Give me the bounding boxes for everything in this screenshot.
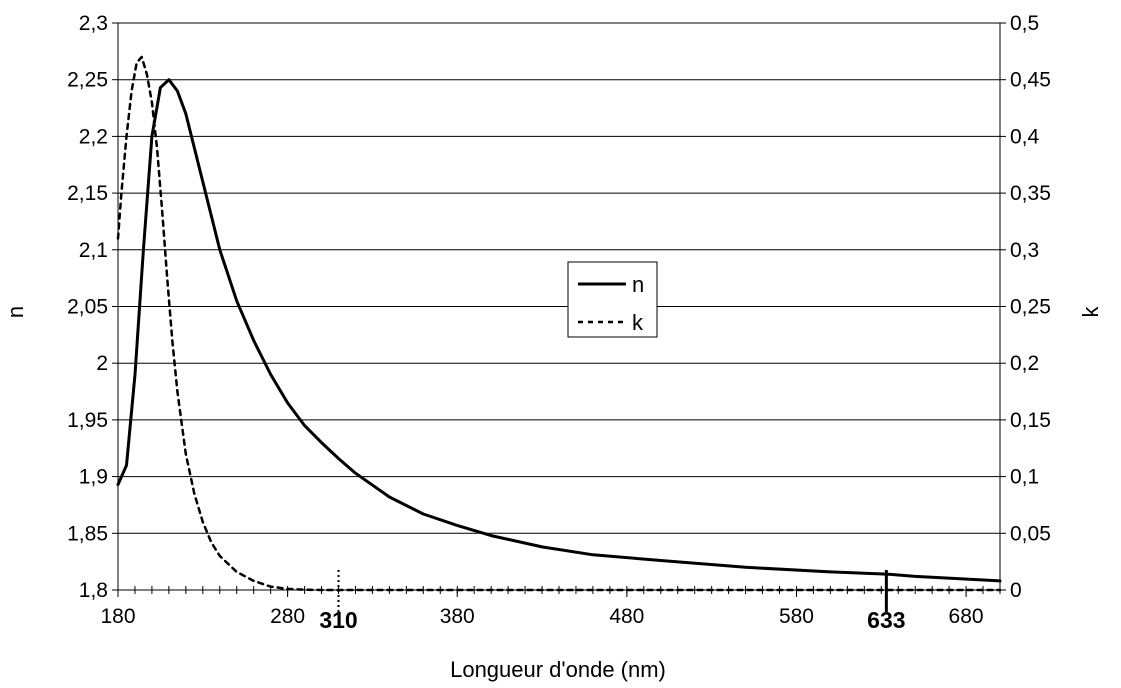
- legend-box: [567, 261, 658, 338]
- legend-label-n: n: [632, 272, 644, 297]
- series-line-n: [116, 78, 1002, 583]
- x-tick-label: 480: [609, 605, 644, 628]
- y-right-tick-label: 0,3: [1010, 239, 1039, 262]
- y-left-tick-label: 2,3: [79, 12, 108, 35]
- y-left-tick-label: 2,1: [79, 239, 108, 262]
- legend: n k: [567, 261, 658, 338]
- y-right-tick-label: 0,45: [1010, 69, 1051, 92]
- marker-label-633: 633: [867, 607, 905, 633]
- y-right-tick-label: 0: [1010, 579, 1022, 602]
- x-tick-label: 380: [440, 605, 475, 628]
- legend-label-k: k: [632, 310, 644, 335]
- series-layer: [116, 55, 1002, 592]
- y-left-tick-label: 1,8: [79, 579, 108, 602]
- y-left-tick-label: 2,05: [67, 296, 108, 319]
- y-right-tick-label: 0,5: [1010, 12, 1039, 35]
- wavelength-markers: 310 633: [319, 570, 906, 633]
- y-left-tick-label: 2,25: [67, 69, 108, 92]
- axes: 1,8 1,85 1,9 1,95 2 2,05 2,1 2,15 2,2 2,25 2,3 0 0,0…: [67, 12, 1051, 628]
- y-left-tick-label: 2,15: [67, 182, 108, 205]
- y-right-tick-label: 0,15: [1010, 409, 1051, 432]
- y-axis-right-title: k: [1078, 306, 1103, 318]
- y-right-tick-label: 0,1: [1010, 466, 1039, 489]
- y-left-tick-label: 2: [96, 352, 108, 375]
- y-left-tick-label: 2,2: [79, 125, 108, 148]
- x-tick-label: 680: [949, 605, 984, 628]
- y-left-tick-label: 1,9: [79, 466, 108, 489]
- y-left-tick-label: 1,95: [67, 409, 108, 432]
- y-right-tick-label: 0,2: [1010, 352, 1039, 375]
- y-left-tick-label: 1,85: [67, 522, 108, 545]
- y-right-tick-label: 0,4: [1010, 125, 1040, 148]
- marker-label-310: 310: [319, 607, 357, 633]
- y-axis-left-title: n: [3, 306, 28, 318]
- y-right-tick-label: 0,05: [1010, 522, 1051, 545]
- y-right-tick-label: 0,25: [1010, 296, 1051, 319]
- y-right-tick-label: 0,35: [1010, 182, 1051, 205]
- x-tick-label: 280: [270, 605, 305, 628]
- series-line-k: [116, 55, 1002, 592]
- x-tick-label: 580: [779, 605, 814, 628]
- x-axis-title: Longueur d'onde (nm): [450, 657, 666, 682]
- x-tick-label: 180: [100, 605, 135, 628]
- grid-lines: [118, 22, 1000, 534]
